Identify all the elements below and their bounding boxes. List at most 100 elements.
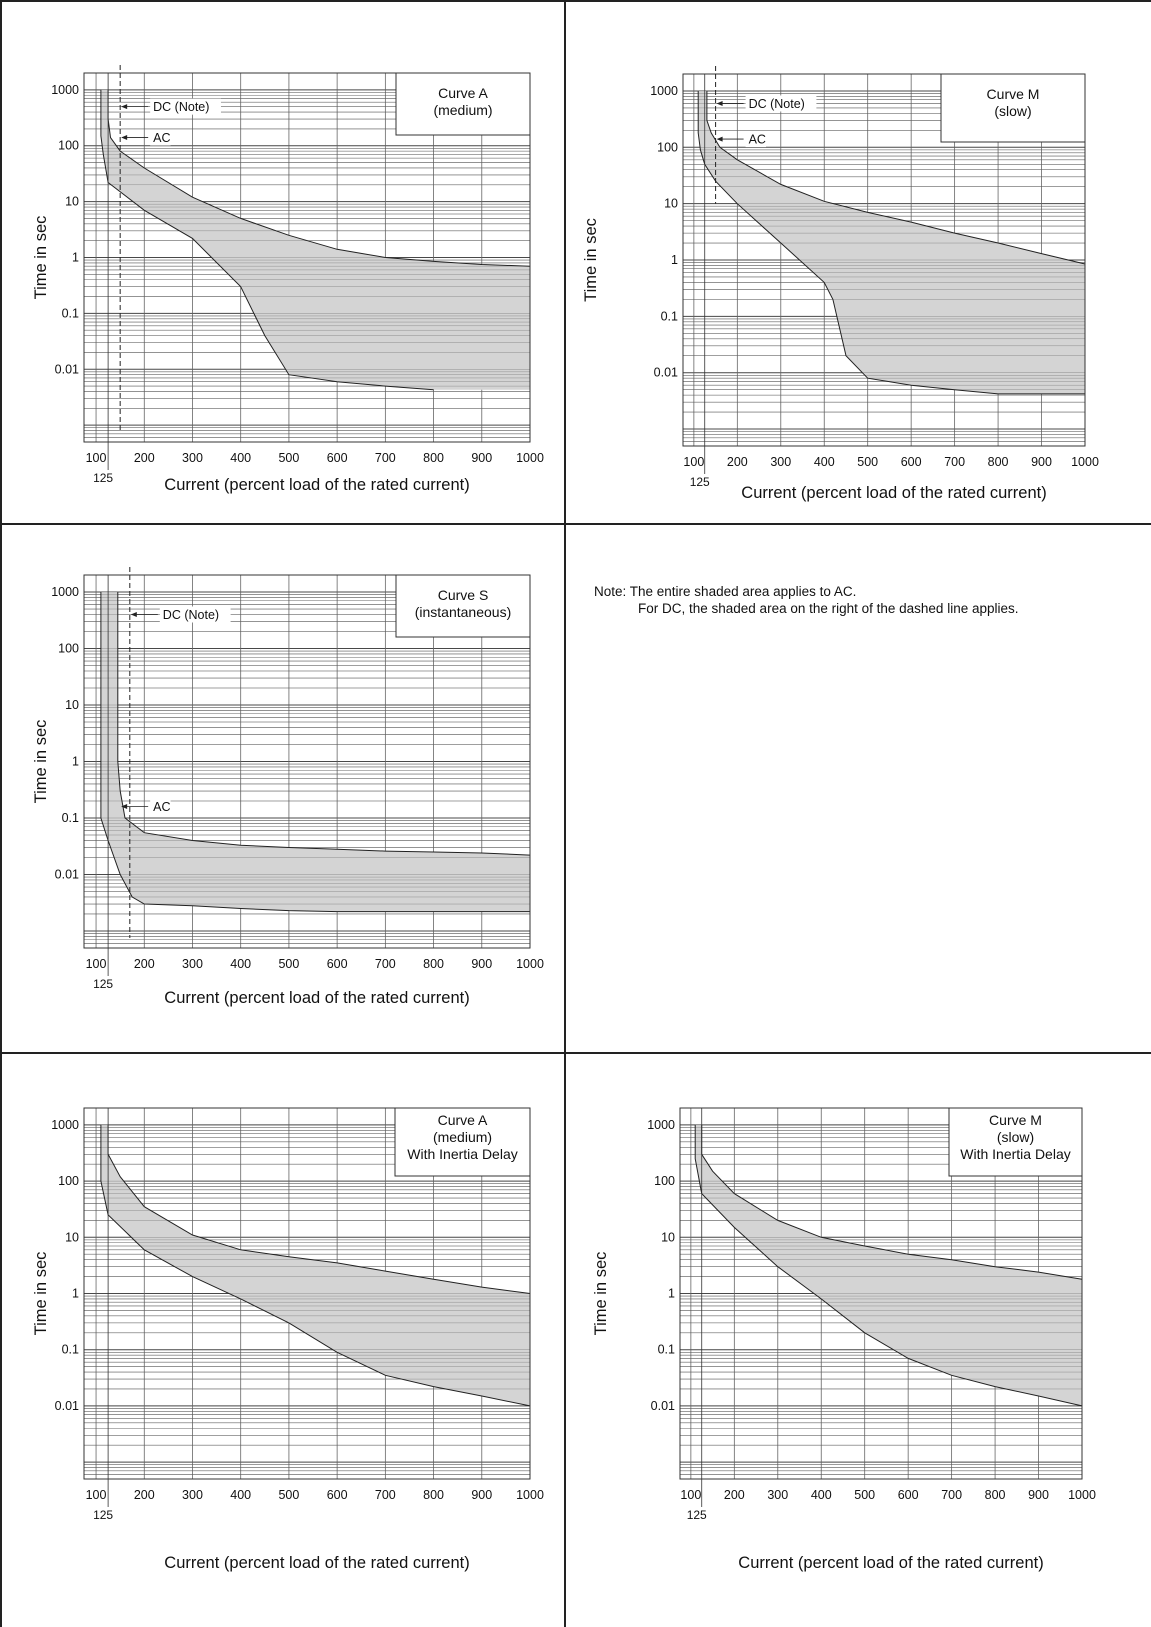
annotation-bg: [745, 131, 766, 148]
x-tick-label: 600: [327, 451, 348, 465]
y-axis-title: Time in sec: [592, 1252, 610, 1336]
annotation-label: AC: [749, 133, 766, 147]
x-tick-label-125: 125: [687, 1508, 707, 1522]
plot-frame: [83, 72, 531, 443]
x-tick-label: 1000: [1068, 1488, 1096, 1502]
legend-subtitle: With Inertia Delay: [407, 1146, 517, 1162]
x-tick-label: 500: [854, 1488, 875, 1502]
annotation-arrowhead: [121, 135, 128, 141]
y-tick-label: 10: [661, 1230, 675, 1244]
shaded-area: [100, 89, 531, 390]
legend-box: [395, 72, 531, 136]
y-tick-label: 0.01: [651, 1399, 675, 1413]
y-tick-label: 10: [664, 197, 678, 211]
annotation-label: AC: [153, 800, 170, 814]
legend-title: Curve A: [438, 1112, 488, 1128]
x-tick-label: 300: [182, 1488, 203, 1502]
x-tick-label: 100: [86, 451, 107, 465]
x-tick-label: 200: [727, 455, 748, 469]
x-tick-label: 200: [724, 1488, 745, 1502]
y-tick-label: 0.01: [654, 366, 678, 380]
chart-curve-a: DC (Note) AC Curve A(medium) 1000 100 10 1 0.1 0…: [32, 65, 544, 494]
plot-frame: [83, 574, 531, 949]
y-axis-title: Time in sec: [32, 1252, 50, 1336]
annotation-bg: [150, 129, 171, 146]
x-tick-label: 800: [985, 1488, 1006, 1502]
x-tick-label: 400: [230, 1488, 251, 1502]
y-tick-label: 0.01: [55, 867, 79, 881]
legend-box: [395, 574, 531, 638]
y-tick-label: 0.1: [62, 1343, 79, 1357]
chart-cell-curve-m: DC (Note) AC Curve M (slow) 1000 100 10 1 0.1 0.0…: [566, 2, 1151, 523]
x-tick-label: 900: [471, 1488, 492, 1502]
y-tick-label: 10: [65, 698, 79, 712]
legend-box: [940, 73, 1086, 143]
annotation-label: DC (Note): [163, 608, 219, 622]
grid-overlay: [84, 574, 530, 949]
annotation-bg: [150, 98, 221, 115]
lower-limit-curve: [100, 89, 434, 391]
x-tick-label: 600: [898, 1488, 919, 1502]
annotation-arrowhead: [130, 611, 137, 617]
x-axis-title: Current (percent load of the rated curre…: [164, 476, 469, 494]
annotation-label: AC: [153, 131, 170, 145]
y-tick-label: 10: [65, 195, 79, 209]
upper-limit-curve: [117, 592, 531, 856]
y-tick-label: 1: [668, 1287, 675, 1301]
upper-limit-curve: [107, 1124, 531, 1294]
chart-cell-curve-a: DC (Note) AC Curve A (medium) 1000 100 10 1 0.1 0…: [2, 2, 564, 523]
x-tick-label: 400: [811, 1488, 832, 1502]
x-axis-title: Current (percent load of the rated curre…: [164, 989, 469, 1007]
x-tick-label: 600: [901, 455, 922, 469]
x-tick-label: 800: [423, 451, 444, 465]
y-tick-label: 1: [72, 1287, 79, 1301]
y-axis-title: Time in sec: [32, 216, 50, 300]
y-tick-label: 0.01: [55, 362, 79, 376]
lower-limit-curve: [694, 1124, 1083, 1407]
frame-left: [0, 0, 2, 1627]
legend-subtitle: (slow): [997, 1129, 1034, 1145]
x-tick-label: 1000: [516, 1488, 544, 1502]
legend-title: Curve S: [438, 587, 489, 603]
x-tick-label: 500: [278, 1488, 299, 1502]
x-tick-label: 700: [941, 1488, 962, 1502]
upper-limit-curve: [701, 1124, 1083, 1280]
annotation-bg: [150, 798, 171, 815]
x-tick-label: 700: [375, 451, 396, 465]
x-tick-label: 500: [278, 451, 299, 465]
x-axis-title: Current (percent load of the rated curre…: [164, 1554, 469, 1572]
x-tick-label: 900: [471, 451, 492, 465]
y-tick-label: 1000: [51, 1118, 79, 1132]
y-tick-label: 1000: [647, 1118, 675, 1132]
frame-middle: [564, 0, 566, 1627]
note-line-1: Note: The entire shaded area applies to …: [594, 584, 857, 599]
shaded-area: [100, 592, 531, 912]
legend-title: Curve M: [989, 1112, 1042, 1128]
legend-box: [394, 1107, 531, 1177]
x-tick-label-125: 125: [93, 471, 113, 485]
x-tick-label: 200: [134, 451, 155, 465]
annotation-bg: [745, 95, 817, 112]
y-tick-label: 0.1: [62, 306, 79, 320]
y-tick-label: 10: [65, 1230, 79, 1244]
frame-top: [0, 0, 1151, 2]
y-tick-label: 0.1: [62, 811, 79, 825]
annotation-arrowhead: [716, 136, 723, 142]
shaded-area: [100, 1124, 531, 1406]
x-tick-label: 700: [375, 1488, 396, 1502]
y-tick-label: 0.1: [661, 309, 678, 323]
upper-limit-curve: [706, 91, 1086, 265]
chart-cell-curve-s: DC (Note) AC Curve S (instantaneous) 1000 10 0…: [2, 525, 564, 1052]
x-tick-label: 1000: [516, 957, 544, 971]
y-tick-label: 1000: [51, 83, 79, 97]
legend-subtitle: (instantaneous): [415, 604, 512, 620]
y-tick-label: 1: [72, 251, 79, 265]
x-tick-label: 900: [1028, 1488, 1049, 1502]
x-tick-label: 200: [134, 957, 155, 971]
y-axis-title: Time in sec: [582, 218, 600, 302]
lower-limit-curve: [697, 91, 1085, 395]
chart-curve-m: DC (Note) AC Curve M(slow) 1000 100 10 1 0.1 0.0…: [582, 66, 1099, 502]
chart-cell-curve-a-inertia: Curve A (medium) With Inertia Delay 1000 100…: [2, 1054, 564, 1627]
y-tick-label: 100: [654, 1174, 675, 1188]
